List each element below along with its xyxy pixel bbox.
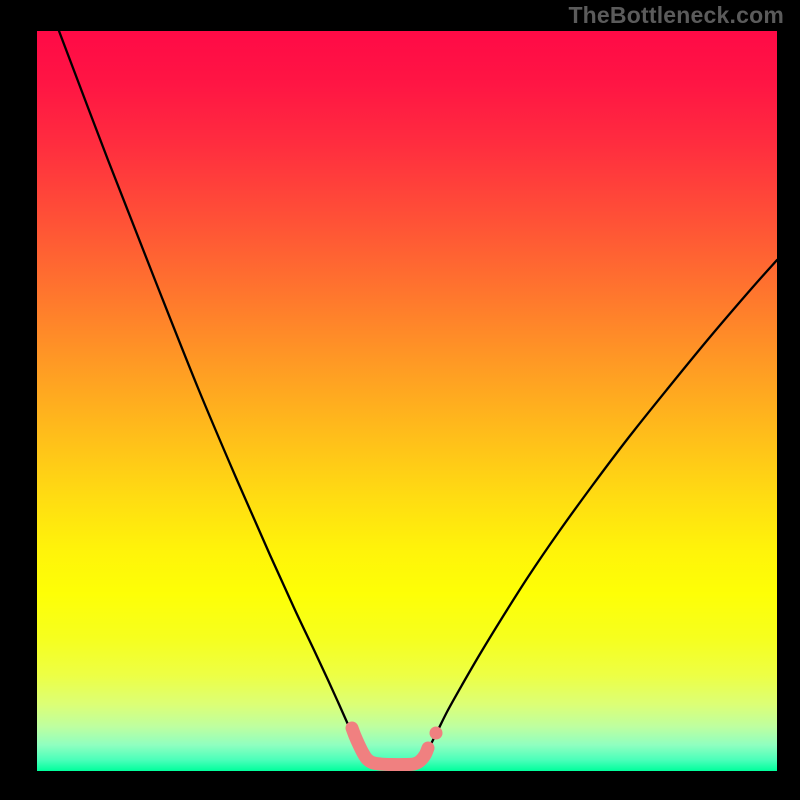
- bottleneck-dot: [430, 727, 443, 740]
- chart-svg: [0, 0, 800, 800]
- plot-gradient-area: [37, 31, 777, 771]
- watermark-text: TheBottleneck.com: [568, 2, 784, 29]
- chart-stage: TheBottleneck.com: [0, 0, 800, 800]
